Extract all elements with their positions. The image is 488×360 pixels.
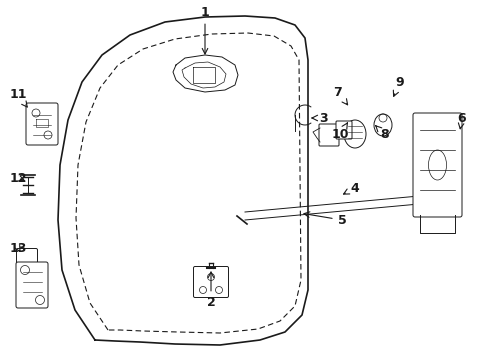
Polygon shape xyxy=(173,55,238,92)
FancyBboxPatch shape xyxy=(193,266,228,297)
Text: 10: 10 xyxy=(330,123,348,141)
Text: 7: 7 xyxy=(333,85,347,105)
FancyBboxPatch shape xyxy=(318,124,338,146)
Text: 5: 5 xyxy=(304,212,346,226)
FancyBboxPatch shape xyxy=(26,103,58,145)
FancyBboxPatch shape xyxy=(17,248,38,264)
Text: 3: 3 xyxy=(311,112,326,125)
Text: 9: 9 xyxy=(392,76,404,96)
Text: 11: 11 xyxy=(9,89,27,107)
Text: 13: 13 xyxy=(9,242,27,255)
FancyBboxPatch shape xyxy=(16,262,48,308)
Polygon shape xyxy=(182,62,225,88)
Text: 1: 1 xyxy=(200,5,209,54)
Text: 2: 2 xyxy=(206,272,215,310)
Text: 12: 12 xyxy=(9,171,27,184)
Text: 8: 8 xyxy=(375,126,388,141)
Text: 4: 4 xyxy=(343,181,359,194)
FancyBboxPatch shape xyxy=(412,113,461,217)
Ellipse shape xyxy=(373,114,391,136)
Text: 6: 6 xyxy=(457,112,466,129)
FancyBboxPatch shape xyxy=(335,121,351,139)
Ellipse shape xyxy=(343,120,365,148)
